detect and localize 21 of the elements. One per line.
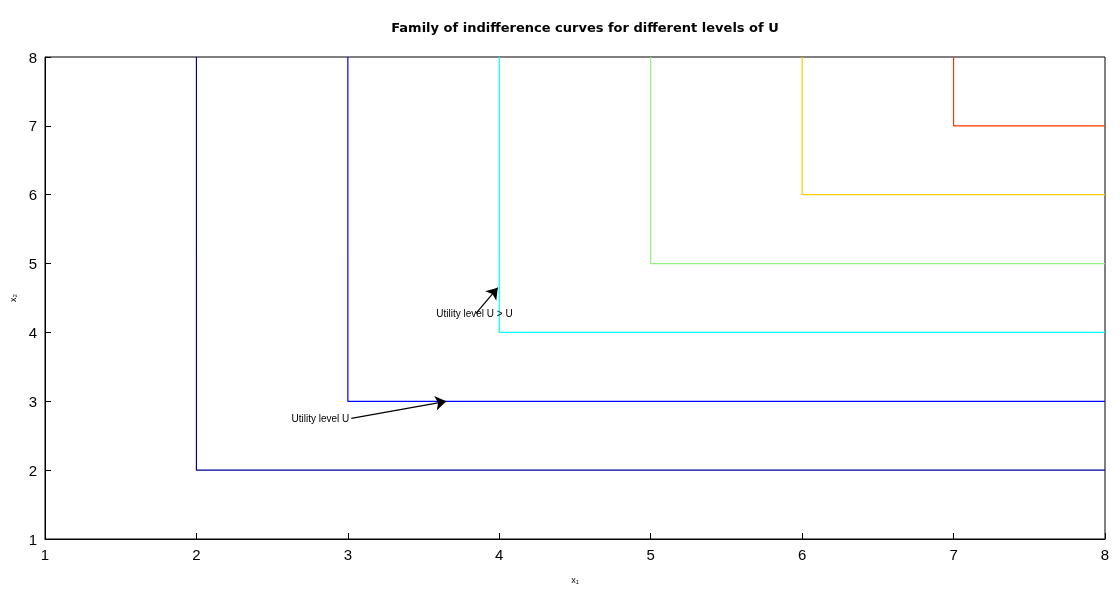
annotation: Utility level U > U (436, 308, 513, 320)
y-tick-label: 3 (28, 392, 37, 410)
x-tick-label: 6 (797, 546, 807, 563)
chart-title: Family of indifference curves for different levels of U (391, 20, 779, 35)
x-tick-label: 5 (646, 546, 655, 563)
y-tick-label: 5 (28, 255, 37, 273)
y-tick-label: 6 (28, 186, 37, 204)
annotation: Utility level U (291, 412, 350, 424)
y-tick-label: 8 (28, 48, 37, 66)
y-tick-label: 2 (28, 461, 37, 479)
x-tick-label: 7 (949, 546, 958, 563)
x-tick-label: 4 (495, 546, 504, 563)
x-tick-label: 8 (1100, 546, 1110, 563)
x-tick-label: 2 (192, 546, 201, 563)
y-tick-label: 4 (28, 323, 37, 341)
y-axis-title: x₂ (7, 293, 18, 302)
x-tick-label: 3 (343, 546, 353, 563)
y-tick-label: 7 (28, 117, 37, 135)
x-tick-label: 1 (40, 546, 50, 563)
y-tick-label: 1 (28, 530, 37, 548)
x-axis-title: x₁ (571, 574, 579, 585)
